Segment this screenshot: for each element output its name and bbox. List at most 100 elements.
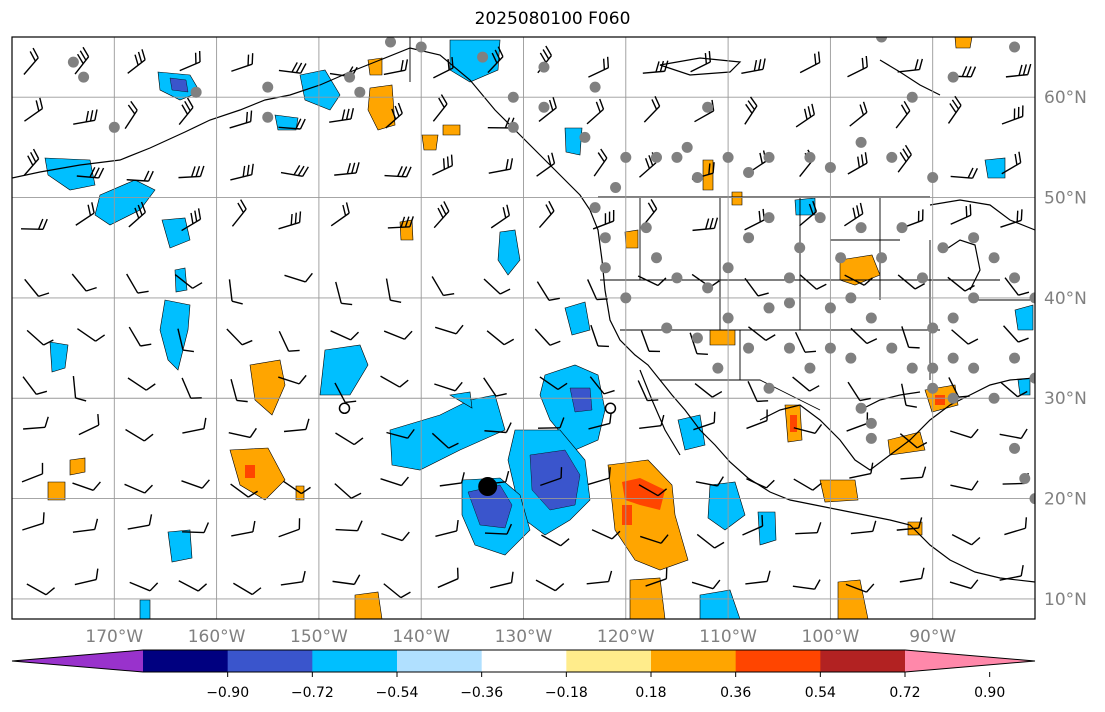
wind-barb bbox=[951, 534, 981, 546]
longitude-label: 120°W bbox=[597, 627, 655, 647]
station-dot bbox=[691, 171, 703, 183]
wind-barb bbox=[278, 330, 300, 352]
wind-barb bbox=[1004, 277, 1030, 296]
station-dot bbox=[599, 262, 611, 274]
longitude-labels: 170°W 160°W 150°W 140°W 130°W 120°W 110°W 100°W… bbox=[85, 627, 956, 647]
wind-barb bbox=[593, 148, 608, 177]
station-dot bbox=[262, 111, 274, 123]
colorbar-tick-label: 0.18 bbox=[635, 685, 666, 701]
station-dot bbox=[968, 362, 980, 374]
wind-barb bbox=[795, 103, 816, 128]
wind-barb bbox=[483, 278, 511, 295]
wind-barb bbox=[538, 200, 555, 228]
wind-barb bbox=[278, 118, 306, 130]
wind-barbs bbox=[21, 45, 1032, 599]
wind-barb bbox=[899, 433, 928, 449]
wind-barb bbox=[229, 110, 253, 129]
coastlines bbox=[12, 47, 1035, 583]
wind-barb bbox=[231, 53, 254, 72]
wind-barb bbox=[691, 579, 721, 590]
wind-barb bbox=[434, 381, 463, 392]
wind-barb bbox=[1003, 325, 1029, 343]
station-dot bbox=[1029, 493, 1035, 505]
wind-barb bbox=[639, 414, 665, 430]
wind-barb bbox=[588, 412, 612, 430]
wind-barb bbox=[228, 279, 243, 305]
station-dot bbox=[763, 212, 775, 224]
colorbar-outline bbox=[11, 649, 1036, 673]
wind-barb bbox=[387, 216, 414, 229]
wind-barb bbox=[431, 432, 459, 449]
station-dot bbox=[876, 37, 888, 43]
station-dot bbox=[968, 232, 980, 244]
wind-barb bbox=[844, 202, 864, 227]
wind-barb bbox=[126, 273, 149, 294]
wind-barb bbox=[231, 520, 256, 537]
wind-barb bbox=[128, 326, 152, 347]
station-dot bbox=[927, 171, 939, 183]
station-dot bbox=[906, 91, 918, 103]
wind-barb bbox=[845, 583, 875, 593]
longitude-label: 150°W bbox=[290, 627, 348, 647]
wind-barb bbox=[21, 462, 44, 483]
station-dots bbox=[67, 37, 1105, 505]
wind-barb bbox=[431, 276, 455, 297]
wind-barb bbox=[742, 515, 764, 536]
station-dot bbox=[783, 342, 795, 354]
station-dot bbox=[1009, 442, 1021, 454]
station-dot bbox=[640, 222, 652, 234]
longitude-label: 140°W bbox=[392, 627, 450, 647]
station-dot bbox=[763, 382, 775, 394]
colorbar-segment bbox=[312, 650, 398, 672]
map-frame bbox=[11, 36, 1036, 620]
wind-barb bbox=[850, 327, 878, 345]
wind-barb bbox=[178, 165, 205, 179]
station-dot bbox=[538, 61, 550, 73]
station-dot bbox=[865, 312, 877, 324]
wind-barb bbox=[741, 58, 766, 74]
station-dot bbox=[538, 101, 550, 113]
wind-barb bbox=[1000, 381, 1028, 398]
wind-barb bbox=[799, 274, 827, 290]
colorbar-segment bbox=[227, 650, 313, 672]
station-dot bbox=[1009, 352, 1021, 364]
colorbar-tick-label: −0.72 bbox=[291, 685, 334, 701]
wind-barb bbox=[642, 60, 669, 74]
wind-barb bbox=[538, 97, 557, 122]
colorbar-tick-label: −0.18 bbox=[545, 685, 588, 701]
station-dot bbox=[824, 161, 836, 173]
wind-barb bbox=[127, 514, 153, 530]
station-dot bbox=[906, 362, 918, 374]
station-dot bbox=[507, 91, 519, 103]
wind-barb bbox=[226, 328, 253, 346]
wind-barb bbox=[334, 382, 357, 404]
colorbar-segment bbox=[651, 650, 737, 672]
wind-barb bbox=[799, 51, 821, 74]
station-dot bbox=[385, 37, 397, 48]
wind-barb bbox=[645, 567, 668, 587]
station-dot bbox=[712, 362, 724, 374]
station-dot bbox=[937, 242, 949, 254]
colorbar-segment bbox=[481, 650, 567, 672]
wind-barb bbox=[1005, 63, 1032, 78]
markers bbox=[338, 402, 617, 497]
station-dot bbox=[886, 342, 898, 354]
wind-barb bbox=[181, 479, 210, 489]
station-dot bbox=[1060, 312, 1071, 323]
wind-barb bbox=[380, 375, 409, 388]
wind-barb bbox=[849, 462, 874, 479]
station-dot bbox=[671, 272, 683, 284]
station-dot bbox=[722, 262, 734, 274]
wind-barb bbox=[230, 378, 248, 403]
station-dot bbox=[794, 242, 806, 254]
station-dot bbox=[620, 292, 632, 304]
wind-barb bbox=[22, 512, 45, 531]
wind-barb bbox=[795, 522, 822, 535]
gridlines bbox=[12, 37, 1035, 619]
wind-barb bbox=[536, 281, 560, 301]
station-dot bbox=[722, 151, 734, 163]
station-dot bbox=[1040, 323, 1051, 334]
wind-barb bbox=[897, 274, 926, 290]
wind-barb bbox=[26, 583, 55, 596]
station-dot bbox=[1101, 262, 1105, 273]
